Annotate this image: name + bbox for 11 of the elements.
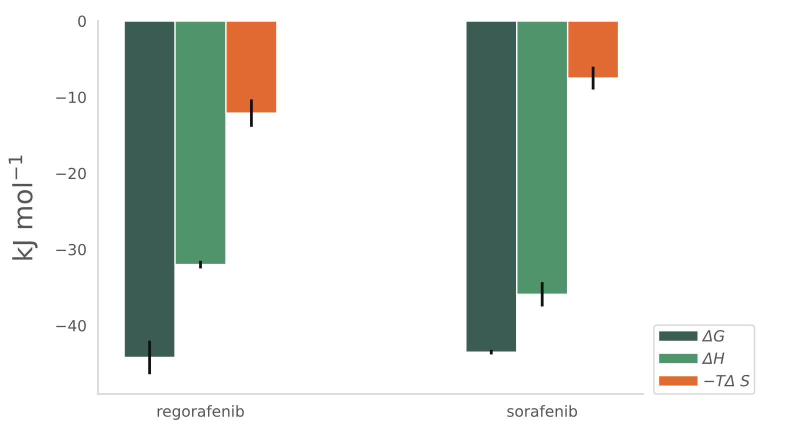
x-tick-label: regorafenib (158, 405, 244, 420)
y-tick-label: −10 (56, 92, 86, 104)
x-tick-label: sorafenib (507, 405, 578, 417)
y-tick-label: −40 (56, 320, 86, 332)
y-axis-title: kJ mol$^{−1}$ (8, 156, 38, 260)
y-tick-label: −30 (56, 244, 86, 256)
y-tick-label: −20 (56, 168, 86, 180)
legend-label: −TΔ S (704, 374, 750, 386)
y-tick-label: 0 (78, 15, 86, 28)
legend-label: ΔG (702, 330, 724, 342)
legend-label: ΔH (702, 352, 724, 364)
